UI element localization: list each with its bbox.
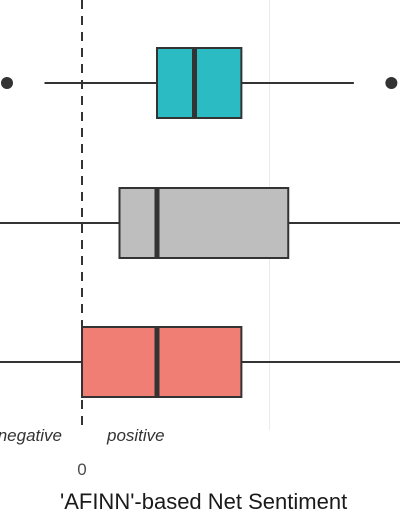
x-tick-label-0: 0 (77, 460, 86, 479)
positive-annotation: positive (106, 426, 165, 445)
outlier-0-0 (1, 77, 13, 89)
box-1 (118, 187, 290, 259)
outlier-0-1 (385, 77, 398, 89)
boxplot-1 (0, 187, 400, 259)
boxplot-0 (1, 47, 398, 119)
x-axis-title: 'AFINN'-based Net Sentiment (60, 489, 347, 514)
boxplot-2 (0, 326, 400, 398)
box-0 (156, 47, 243, 119)
boxes (0, 47, 400, 398)
box-2 (81, 326, 243, 398)
negative-annotation: negative (0, 426, 62, 445)
